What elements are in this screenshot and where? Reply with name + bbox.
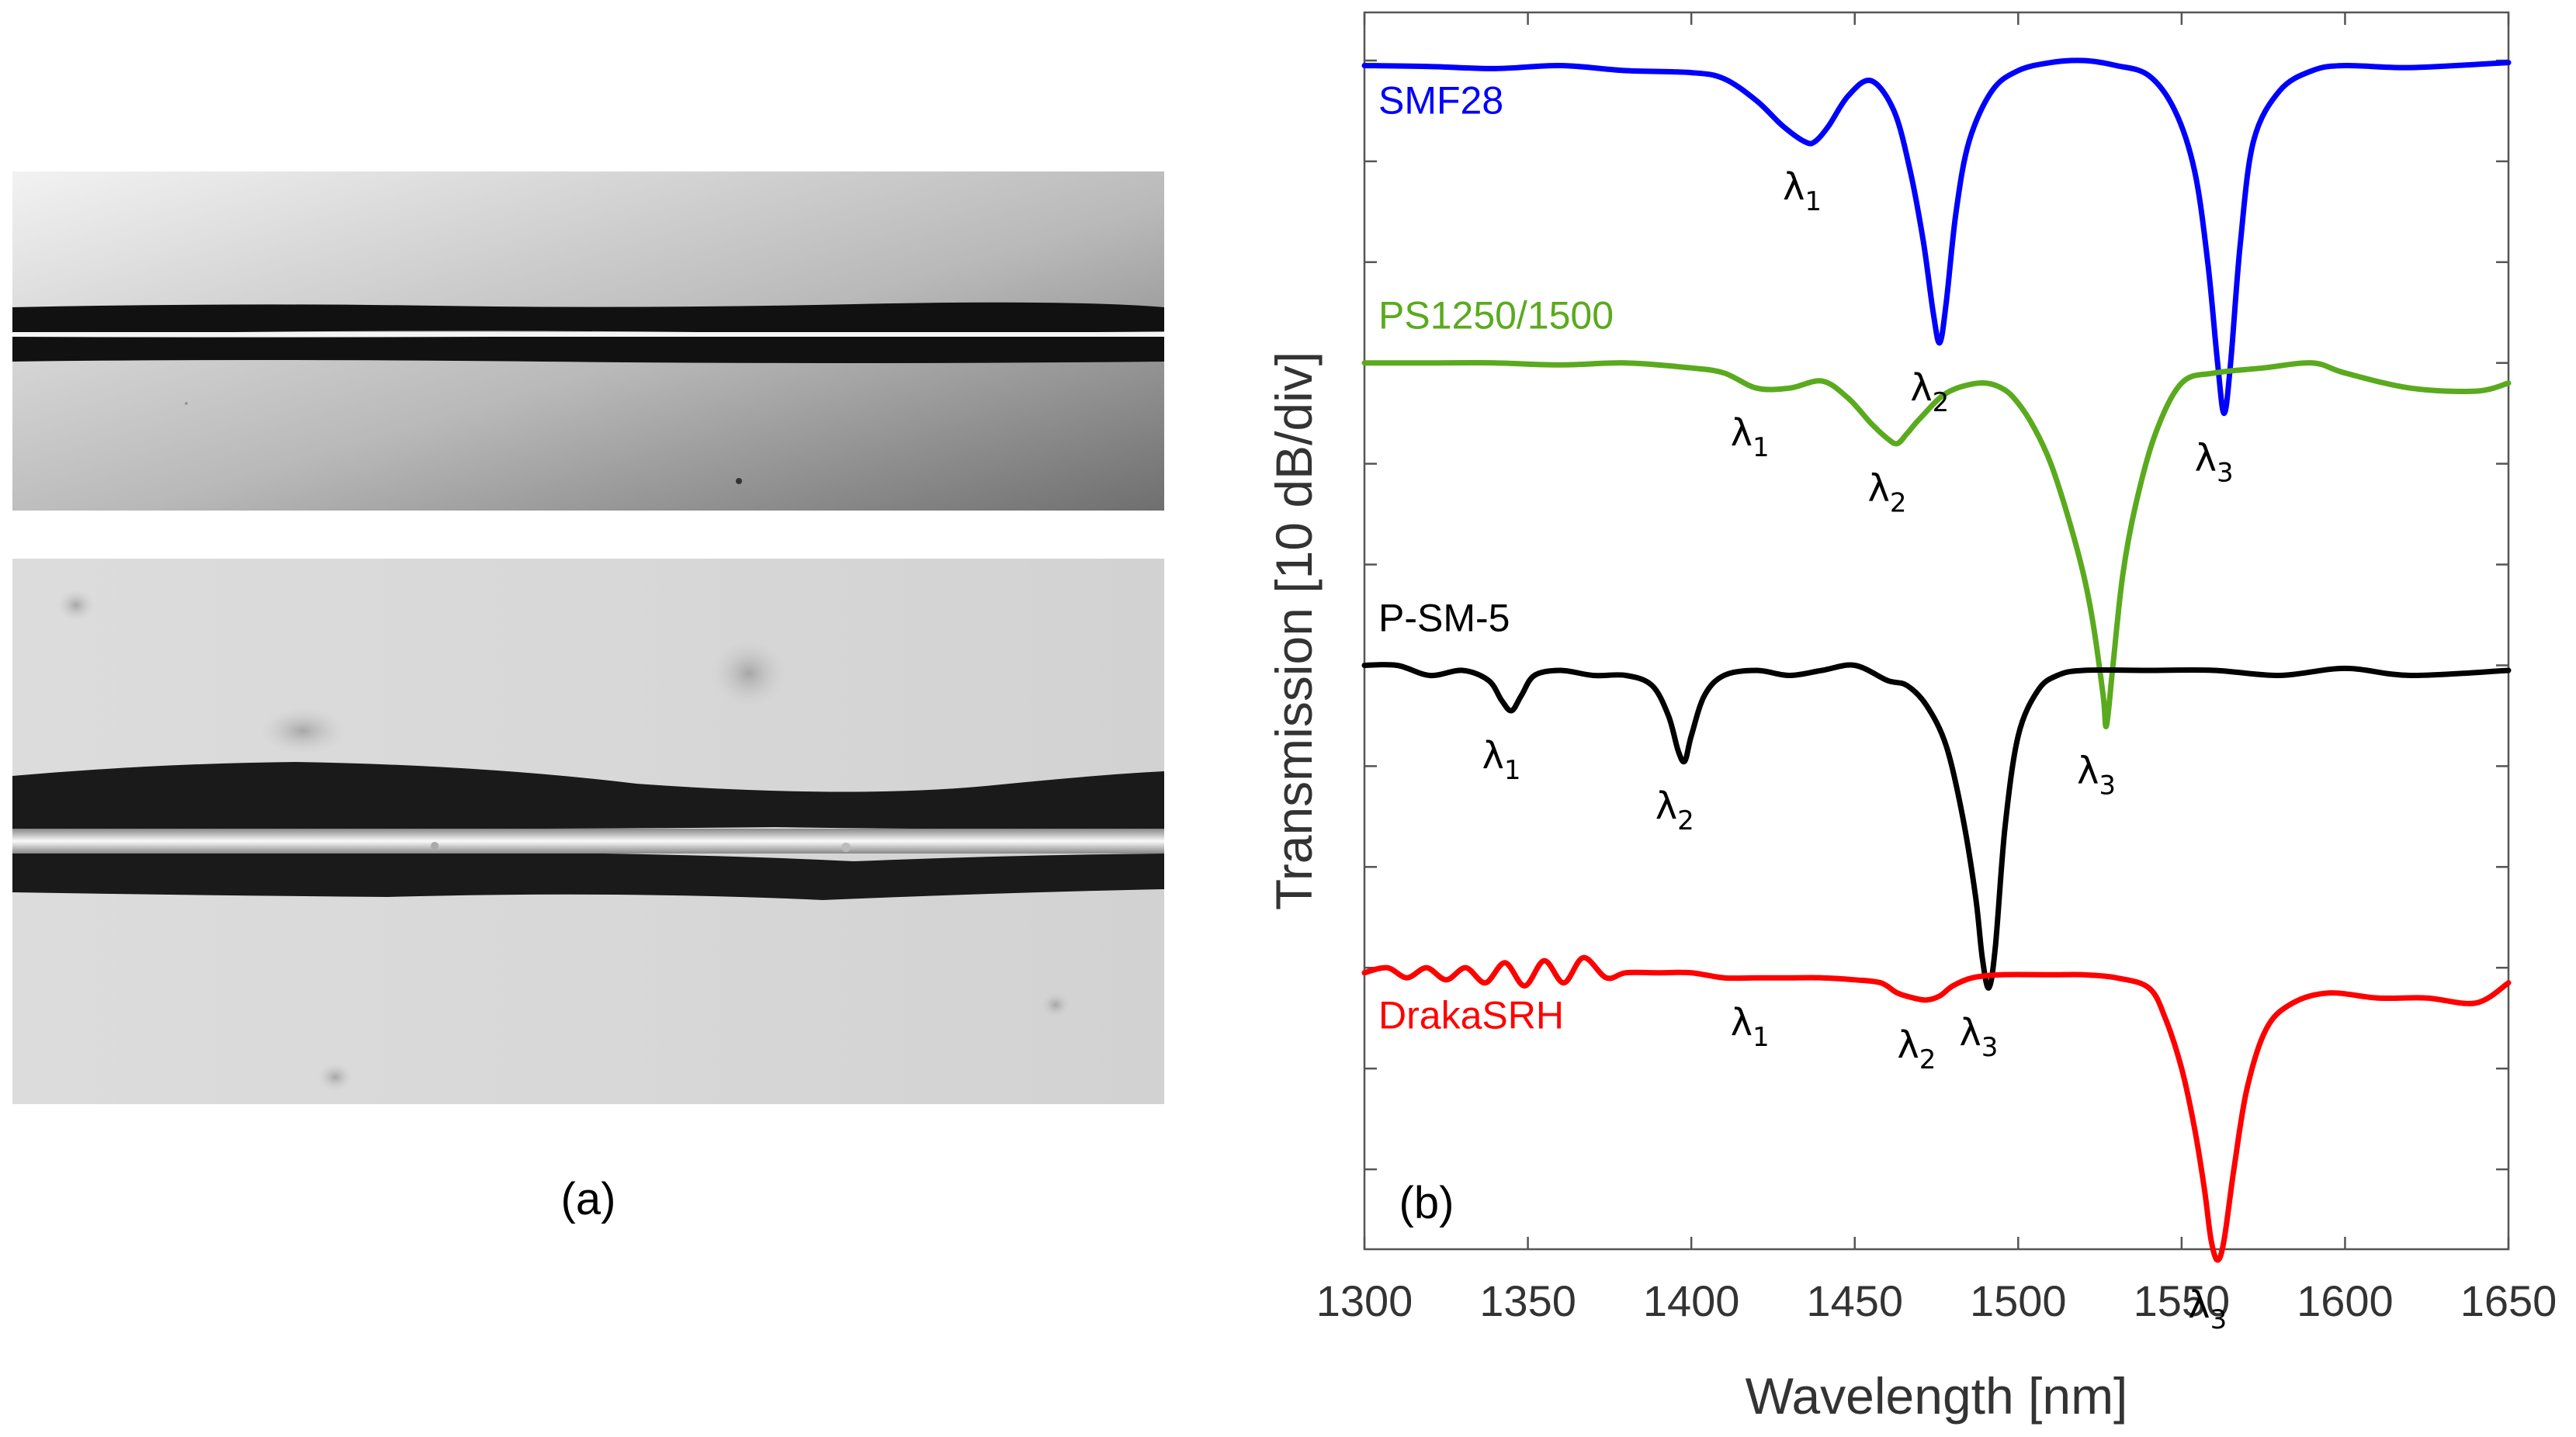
micrograph-bottom	[12, 559, 1164, 1104]
micrograph-top	[12, 171, 1164, 511]
dip-label-drakasrh-lambda1: λ1	[1731, 1001, 1770, 1053]
dip-label-p-sm-5-lambda1: λ1	[1482, 734, 1521, 786]
dip-label-ps1250-1500-lambda3: λ3	[2077, 749, 2116, 801]
x-tick-label: 1300	[1316, 1276, 1413, 1325]
x-tick-label: 1500	[1970, 1276, 2067, 1325]
series-line-p-sm-5	[1361, 662, 2512, 991]
y-axis-title: Transmission [10 dB/div]	[1265, 351, 1323, 910]
dip-label-p-sm-5-lambda3: λ3	[1959, 1011, 1998, 1063]
dip-label-ps1250-1500-lambda2: λ2	[1867, 467, 1906, 519]
x-tick-label: 1450	[1806, 1276, 1903, 1325]
series-label-smf28: SMF28	[1378, 78, 1503, 122]
x-tick-label: 1400	[1643, 1276, 1740, 1325]
series-line-ps1250-1500	[1361, 360, 2512, 729]
x-tick-label: 1550	[2134, 1276, 2231, 1325]
series-lines	[1361, 57, 2512, 1263]
series-line-drakasrh	[1361, 954, 2512, 1263]
x-axis-title: Wavelength [nm]	[1746, 1367, 2128, 1425]
series-label-drakasrh: DrakaSRH	[1378, 994, 1564, 1037]
panel-b-label: (b)	[1399, 1178, 1454, 1228]
dip-label-smf28-lambda1: λ1	[1783, 165, 1822, 217]
x-ticks: 1300 1350 1400 1450 1500 1550 1600 1650	[1316, 12, 2557, 1325]
dip-label-smf28-lambda3: λ3	[2195, 437, 2234, 489]
series-line-smf28	[1361, 57, 2512, 417]
series-label-p-sm-5: P-SM-5	[1378, 596, 1510, 639]
x-tick-label: 1600	[2297, 1276, 2394, 1325]
dip-label-drakasrh-lambda2: λ2	[1897, 1023, 1936, 1075]
x-tick-label: 1650	[2460, 1276, 2557, 1325]
chart-area: 1300 1350 1400 1450 1500 1550 1600 1650 λ1 λ2 λ3 λ…	[1316, 11, 2557, 1335]
series-label-ps1250-1500: PS1250/1500	[1378, 294, 1614, 338]
plot-frame	[1363, 11, 2510, 1251]
panel-a-label: (a)	[561, 1174, 616, 1224]
dip-label-p-sm-5-lambda2: λ2	[1656, 784, 1694, 836]
series-labels: SMF28 PS1250/1500 P-SM-5 DrakaSRH	[1378, 78, 1614, 1037]
x-tick-label: 1350	[1479, 1276, 1576, 1325]
dip-label-ps1250-1500-lambda1: λ1	[1731, 411, 1770, 463]
